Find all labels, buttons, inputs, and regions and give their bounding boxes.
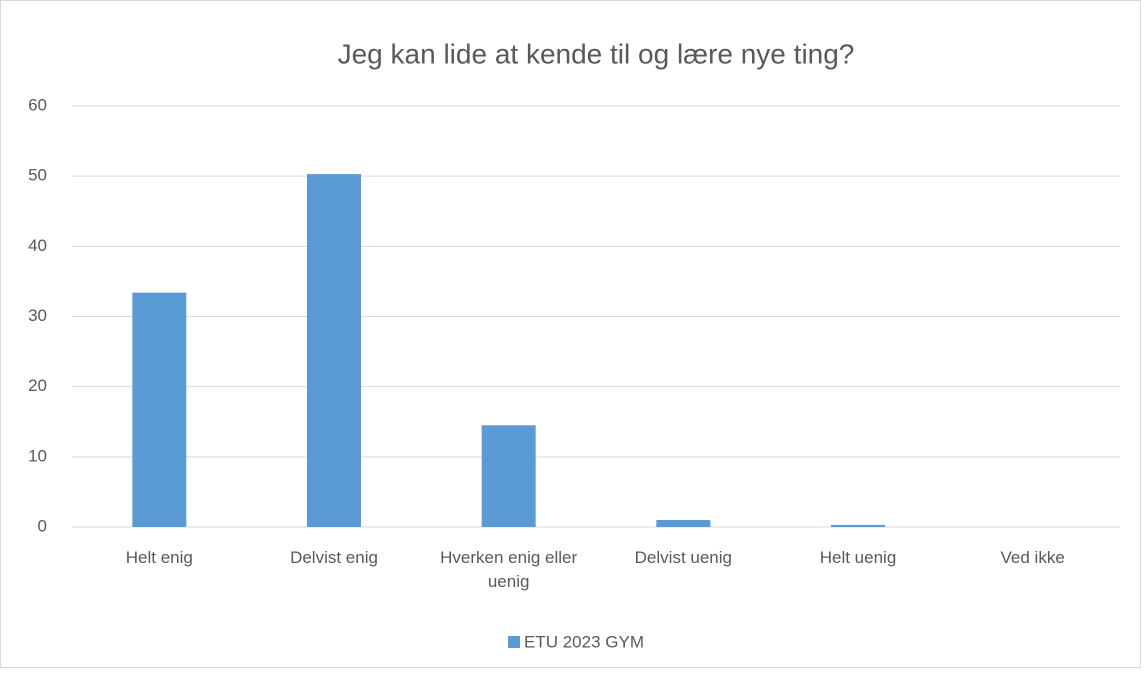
y-tick-label: 50	[28, 166, 47, 185]
bar	[132, 292, 187, 527]
bar	[831, 524, 885, 527]
bar	[481, 425, 536, 527]
y-tick-label: 30	[28, 306, 47, 325]
x-tick-label: Delvist uenig	[634, 548, 732, 567]
y-tick-label: 10	[28, 446, 47, 465]
y-tick-label: 60	[28, 95, 47, 114]
bar	[656, 519, 711, 527]
legend-swatch	[508, 636, 520, 648]
y-tick-label: 20	[28, 376, 47, 395]
chart-title: Jeg kan lide at kende til og lære nye ti…	[338, 38, 855, 69]
y-tick-label: 40	[28, 236, 47, 255]
y-tick-label: 0	[38, 516, 47, 535]
x-tick-label: Delvist enig	[290, 548, 378, 567]
x-tick-label: Helt uenig	[819, 548, 897, 567]
bar	[307, 174, 361, 528]
x-tick-label: Helt enig	[125, 548, 193, 567]
x-tick-label: Ved ikke	[1000, 548, 1065, 567]
x-tick-label: Hverken enig eller uenig	[440, 548, 578, 591]
legend-label: ETU 2023 GYM	[524, 632, 644, 651]
